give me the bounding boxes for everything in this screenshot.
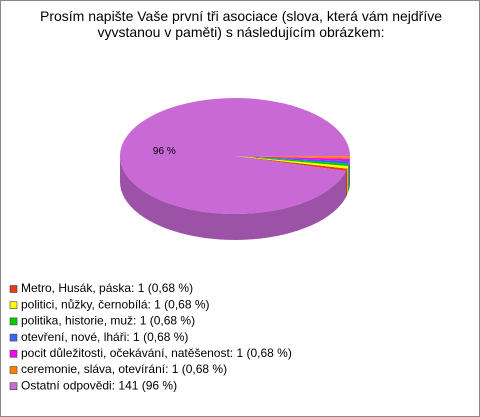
legend-swatch: [9, 382, 18, 391]
legend-swatch: [9, 349, 18, 358]
pie-slice: [119, 98, 351, 215]
pie-slice: [235, 156, 350, 164]
legend-swatch: [9, 301, 18, 310]
pie-slice: [235, 156, 349, 169]
pie-slice: [235, 156, 350, 159]
pie-side: [348, 163, 349, 193]
legend-label: Metro, Husák, páska: 1 (0,68 %): [21, 281, 193, 295]
data-label: 96 %: [153, 146, 176, 157]
pie-slice: [235, 156, 349, 167]
legend-swatch: [9, 333, 18, 342]
legend-label: politika, historie, muž: 1 (0,68 %): [21, 314, 195, 328]
legend-swatch: [9, 317, 18, 326]
chart-title: Prosím napište Vaše první tři asociace (…: [39, 8, 442, 40]
legend-swatch: [9, 366, 18, 374]
pie-side: [120, 156, 347, 240]
legend-label: pocit důležitosti, očekávání, natěšenost…: [21, 346, 292, 360]
pie-slice: [235, 156, 350, 162]
legend-label: otevření, nové, lháři: 1 (0,68 %): [21, 330, 188, 344]
legend-label: politici, nůžky, černobílá: 1 (0,68 %): [21, 297, 210, 311]
pie-side: [348, 161, 350, 190]
pie-side: [346, 168, 348, 198]
legend-label: ceremonie, sláva, otevírání: 1 (0,68 %): [21, 362, 227, 376]
pie-side: [347, 166, 349, 195]
pie-slice: [235, 156, 348, 172]
legend-label: Ostatní odpovědi: 141 (96 %): [21, 378, 177, 392]
legend-swatch: [9, 285, 18, 293]
